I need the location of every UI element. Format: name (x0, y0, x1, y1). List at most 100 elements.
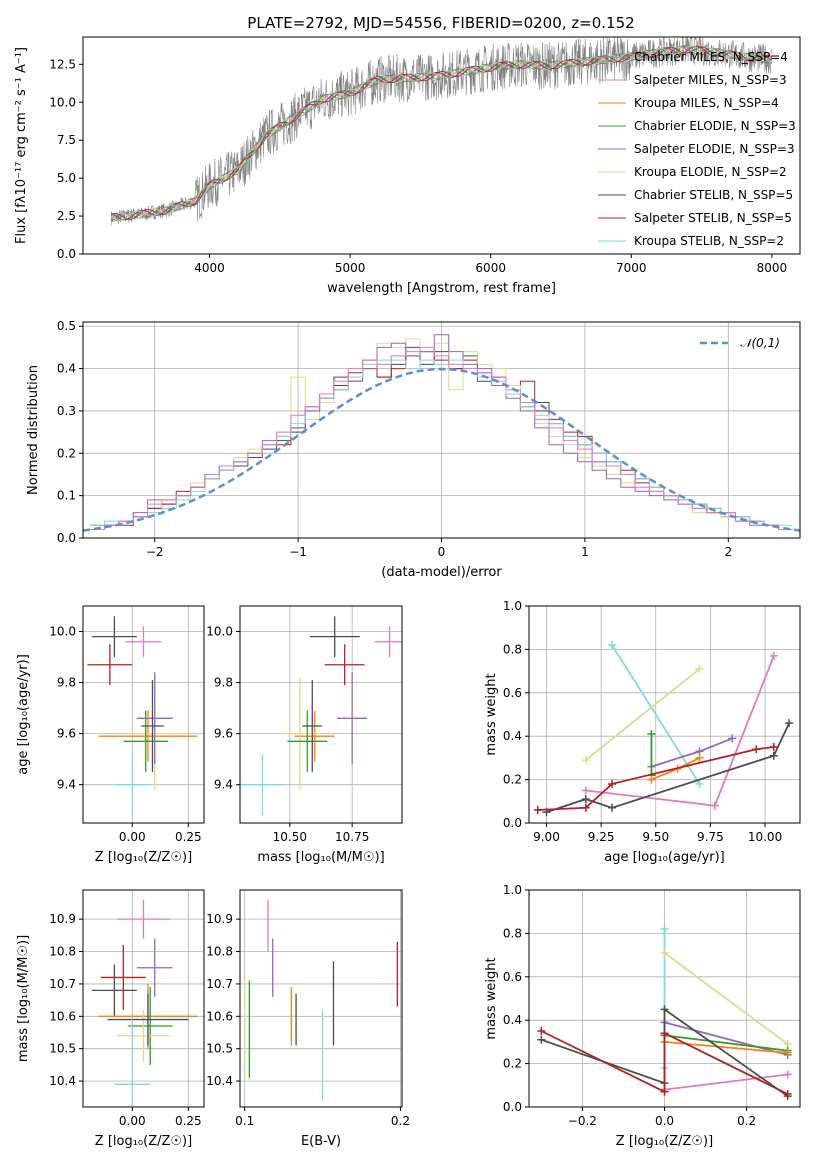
axes-frame (239, 605, 403, 824)
legend-label: Salpeter MILES, N_SSP=3 (634, 73, 787, 87)
legend-label: Chabrier STELIB, N_SSP=5 (634, 188, 793, 202)
weight-marker (752, 745, 761, 754)
model-spectrum-7 (110, 46, 773, 220)
weight-marker (581, 786, 590, 795)
weight-marker (608, 641, 617, 650)
plot-area (91, 899, 198, 1107)
y-tick-label: 9.4 (214, 778, 233, 792)
legend-label: 𝒩(0,1) (740, 336, 780, 350)
x-tick-label: 10.00 (748, 830, 782, 844)
y-axis-label: Flux [fλ10⁻¹⁷ erg cm⁻² s⁻¹ A⁻¹] (14, 47, 29, 244)
panel-6: 0.00 0.25 10.4 10.5 10.6 10.7 10.8 10.9 Z [log₁₀… (16, 889, 205, 1149)
weight-marker (769, 743, 778, 752)
y-tick-label: 9.4 (57, 778, 76, 792)
weight-marker (783, 1089, 792, 1098)
x-tick-label: 0 (438, 545, 446, 559)
weight-marker (783, 1048, 792, 1057)
y-tick-label: 10.6 (49, 1009, 76, 1023)
x-axis-label: E(B-V) (301, 1134, 341, 1149)
y-tick-label: 10.9 (206, 912, 233, 926)
legend-label: Salpeter ELODIE, N_SSP=3 (634, 142, 795, 156)
weight-marker (581, 756, 590, 765)
y-tick-label: 2.5 (57, 209, 76, 223)
plot-area (537, 925, 792, 1101)
y-tick-label: 10.6 (206, 1009, 233, 1023)
y-tick-label: 1.0 (503, 883, 522, 897)
weight-marker (695, 664, 704, 673)
y-tick-label: 10.0 (206, 625, 233, 639)
axes-frame (82, 605, 205, 824)
y-tick-label: 0.1 (57, 489, 76, 503)
x-tick-label: 7000 (616, 261, 647, 275)
y-tick-label: 5.0 (57, 171, 76, 185)
weight-marker (660, 1087, 669, 1096)
weight-line-2 (663, 952, 789, 1045)
y-tick-label: 10.5 (49, 1042, 76, 1056)
x-axis-label: mass [log₁₀(M/M☉)] (257, 850, 384, 865)
y-tick-label: 0.0 (503, 1100, 522, 1114)
weight-line-4 (664, 1021, 788, 1056)
panel-3: 0.00 0.25 9.4 9.6 9.8 10.0 Z [log₁₀(Z/Z☉)] age … (16, 605, 205, 865)
weight-marker (695, 753, 704, 762)
weight-marker (660, 925, 669, 934)
weight-marker (537, 1035, 546, 1044)
y-tick-label: 0.2 (503, 773, 522, 787)
x-tick-label: 0.2 (391, 1114, 410, 1128)
x-tick-label: 10.50 (273, 830, 307, 844)
weight-marker (728, 734, 737, 743)
y-axis-label: mass [log₁₀(M/M☉)] (16, 935, 31, 1062)
axes-frame (239, 889, 403, 1108)
x-axis-label: (data-model)/error (381, 565, 502, 580)
x-tick-label: 6000 (475, 261, 506, 275)
panel-8: −0.2 0.0 0.2 0.0 0.2 0.4 0.6 0.8 1.0 Z [log₁₀(Z/Z… (484, 883, 801, 1149)
x-tick-label: 9.75 (697, 830, 724, 844)
y-tick-label: 10.4 (49, 1074, 76, 1088)
weight-marker (660, 1005, 669, 1014)
x-tick-label: 0.0 (655, 1114, 674, 1128)
weight-marker (660, 1029, 669, 1038)
y-axis-label: Normed distribution (26, 365, 41, 495)
y-tick-label: 7.5 (57, 133, 76, 147)
y-tick-label: 0.4 (503, 1013, 522, 1027)
weight-marker (647, 775, 656, 784)
y-tick-label: 0.8 (503, 926, 522, 940)
histogram-series-6 (90, 346, 793, 530)
y-tick-label: 9.8 (57, 676, 76, 690)
weight-marker (647, 730, 656, 739)
plot-area (83, 334, 800, 532)
y-tick-label: 10.0 (49, 625, 76, 639)
y-tick-label: 9.8 (214, 676, 233, 690)
weight-line-5 (664, 1034, 788, 1052)
x-tick-label: 8000 (757, 261, 788, 275)
weight-line-8 (540, 1030, 789, 1095)
x-axis-label: Z [log₁₀(Z/Z☉)] (95, 850, 192, 865)
weight-marker (608, 779, 617, 788)
weight-marker (769, 751, 778, 760)
x-tick-label: 9.25 (588, 830, 615, 844)
plot-area (110, 37, 773, 226)
x-axis-label: wavelength [Angstrom, rest frame] (327, 281, 556, 296)
weight-marker (785, 719, 794, 728)
x-tick-label: −2 (146, 545, 164, 559)
y-axis-label: mass weight (484, 673, 499, 755)
y-tick-label: 10.5 (206, 1042, 233, 1056)
plot-area (87, 616, 198, 816)
x-tick-label: 0.00 (119, 1114, 146, 1128)
y-tick-label: 0.8 (503, 642, 522, 656)
legend-label: Salpeter STELIB, N_SSP=5 (634, 211, 792, 225)
legend-label: Kroupa MILES, N_SSP=4 (634, 96, 779, 110)
y-tick-label: 0.2 (503, 1057, 522, 1071)
normal-curve (83, 367, 800, 532)
axes-frame (528, 605, 801, 824)
x-tick-label: 1 (581, 545, 589, 559)
figure-title: PLATE=2792, MJD=54556, FIBERID=0200, z=0… (247, 14, 634, 32)
y-tick-label: 0.4 (57, 362, 76, 376)
legend-label: Kroupa ELODIE, N_SSP=2 (634, 165, 787, 179)
y-tick-label: 0.6 (503, 970, 522, 984)
panel-2: 𝒩(0,1) −2 −1 0 1 2 0.0 0.1 0.2 0.3 0.4 0.5 (data-mod… (26, 319, 801, 580)
y-tick-label: 10.7 (206, 977, 233, 991)
y-tick-label: 0.5 (57, 319, 76, 333)
y-tick-label: 10.4 (206, 1074, 233, 1088)
weight-line-1 (611, 644, 701, 785)
